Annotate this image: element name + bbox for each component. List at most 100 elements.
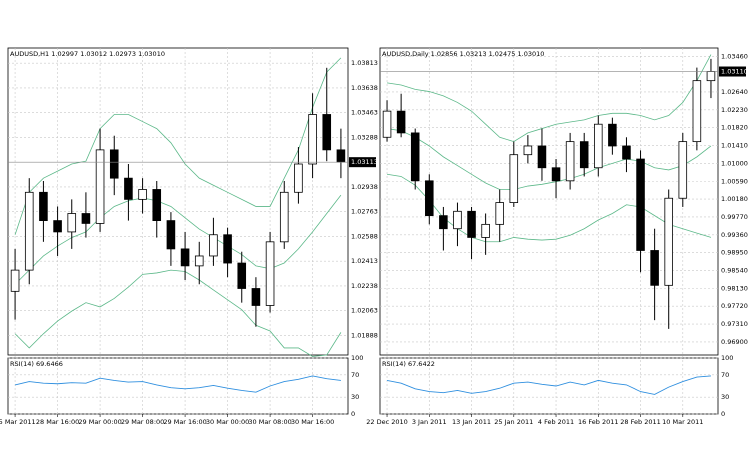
y-tick-label: 1.02063 <box>351 307 378 315</box>
candle-body <box>608 123 617 147</box>
candle-body <box>294 163 303 193</box>
y-tick-label: 0.97720 <box>721 302 748 310</box>
x-tick-label: 30 Mar 08:00 <box>248 418 291 426</box>
y-tick-label: 1.00590 <box>721 177 748 185</box>
rsi-tick-label: 0 <box>351 410 355 418</box>
x-tick-label: 28 Feb 2011 <box>620 418 660 426</box>
rsi-tick-label: 70 <box>721 371 729 379</box>
y-tick-label: 1.02640 <box>721 88 748 96</box>
y-tick-label: 0.99360 <box>721 231 748 239</box>
candle-body <box>509 154 519 203</box>
bollinger-lower <box>14 269 342 357</box>
last-price-box <box>719 66 746 77</box>
y-tick-label: 0.98540 <box>721 267 748 275</box>
y-tick-label: 1.01888 <box>351 331 378 339</box>
candle-body <box>194 255 204 267</box>
candle-body <box>396 110 406 134</box>
candle-body <box>237 262 247 289</box>
candle-body <box>706 71 716 82</box>
y-tick-label: 1.03288 <box>351 133 378 141</box>
candle-body <box>251 288 261 306</box>
rsi-tick-label: 30 <box>351 393 359 401</box>
bollinger-lower <box>386 173 712 243</box>
x-tick-label: 10 Mar 2011 <box>662 418 703 426</box>
y-tick-label: 1.03638 <box>351 84 378 92</box>
candle-body <box>565 141 575 182</box>
y-tick-label: 1.03460 <box>721 52 748 60</box>
x-tick-label: 25 Jan 2011 <box>494 418 533 426</box>
y-tick-label: 1.03813 <box>351 59 378 67</box>
rsi-title: RSI(14) 69.6466 <box>10 360 63 368</box>
candle-body <box>537 145 547 169</box>
y-tick-label: 1.02238 <box>351 282 378 290</box>
x-tick-label: 25 Mar 2011 <box>0 418 36 426</box>
candle-body <box>279 191 289 243</box>
last-price-label: 1.03113 <box>351 158 378 166</box>
x-tick-label: 30 Mar 00:00 <box>206 418 249 426</box>
price-panel <box>379 47 719 356</box>
y-tick-label: 1.03463 <box>351 109 378 117</box>
candle-body <box>336 149 346 163</box>
chart-title: AUDUSD,H1 1.02997 1.03012 1.02973 1.0301… <box>10 50 165 58</box>
y-tick-label: 0.96900 <box>721 338 748 346</box>
last-price-label: 1.03110 <box>721 68 748 76</box>
candle-body <box>594 123 603 169</box>
x-tick-label: 13 Jan 2011 <box>452 418 491 426</box>
candle-body <box>622 145 631 160</box>
candle-body <box>180 248 190 267</box>
candle-body <box>692 80 702 143</box>
rsi-panel <box>7 357 349 415</box>
candle-body <box>138 189 147 200</box>
rsi-line <box>14 375 341 393</box>
candle-body <box>39 191 48 221</box>
candle-body <box>209 234 218 257</box>
candle-body <box>382 110 392 138</box>
bollinger-middle <box>386 128 712 190</box>
candle-body <box>425 180 434 217</box>
y-tick-label: 1.02230 <box>721 106 748 114</box>
x-tick-label: 30 Mar 16:00 <box>291 418 334 426</box>
price-panel <box>7 47 349 356</box>
y-tick-label: 1.01000 <box>721 159 748 167</box>
y-tick-label: 1.02938 <box>351 183 378 191</box>
y-tick-label: 1.02413 <box>351 257 378 265</box>
rsi-panel <box>379 357 719 415</box>
x-tick-label: 29 Mar 08:00 <box>121 418 164 426</box>
x-tick-label: 16 Feb 2011 <box>578 418 618 426</box>
candle-body <box>308 114 317 165</box>
candle-body <box>467 210 476 238</box>
candle-body <box>95 149 105 224</box>
candle-body <box>67 213 77 233</box>
candle-body <box>551 167 561 182</box>
y-tick-label: 0.99770 <box>721 213 748 221</box>
candle-body <box>453 210 462 230</box>
candle-body <box>10 269 20 292</box>
candle-body <box>664 197 673 286</box>
y-tick-label: 1.01820 <box>721 124 748 132</box>
candle-body <box>265 241 275 306</box>
candle-body <box>523 145 533 156</box>
bollinger-upper <box>14 57 342 235</box>
candle-body <box>410 132 420 182</box>
candle-body <box>439 215 448 230</box>
rsi-tick-label: 0 <box>721 410 725 418</box>
x-tick-label: 4 Feb 2011 <box>538 418 574 426</box>
rsi-line <box>386 375 711 395</box>
bollinger-upper <box>386 54 712 143</box>
candle-body <box>650 250 659 286</box>
x-tick-label: 28 Mar 16:00 <box>36 418 79 426</box>
y-tick-label: 0.98950 <box>721 249 748 257</box>
candle-body <box>24 191 34 271</box>
candle-body <box>109 149 119 179</box>
y-tick-label: 1.02763 <box>351 208 378 216</box>
x-tick-label: 22 Dec 2010 <box>366 418 408 426</box>
y-tick-label: 1.00180 <box>721 195 748 203</box>
rsi-title: RSI(14) 67.6422 <box>382 360 435 368</box>
x-tick-label: 3 Jan 2011 <box>412 418 447 426</box>
candle-body <box>81 213 91 224</box>
chart-title: AUDUSD,Daily 1.02856 1.03213 1.02475 1.0… <box>382 50 544 58</box>
x-tick-label: 29 Mar 00:00 <box>78 418 121 426</box>
candle-body <box>53 220 62 233</box>
rsi-tick-label: 100 <box>351 354 363 362</box>
candle-body <box>223 234 232 264</box>
